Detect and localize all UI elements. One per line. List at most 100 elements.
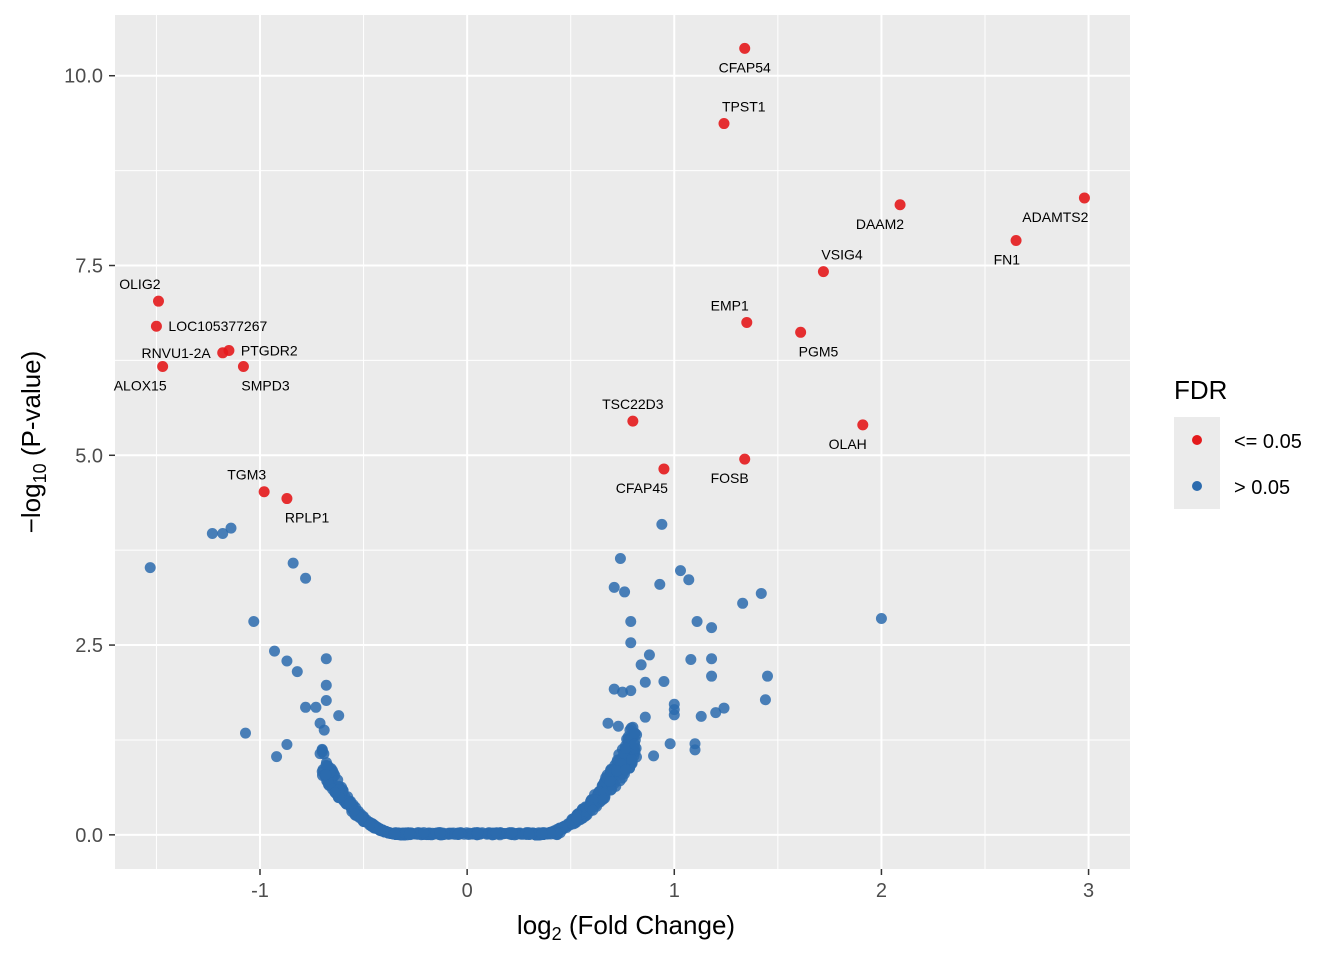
significant-point	[1010, 234, 1022, 246]
significant-point	[258, 486, 270, 498]
nonsignificant-point	[329, 787, 341, 799]
nonsignificant-point	[344, 797, 356, 809]
nonsignificant-point	[281, 655, 293, 667]
nonsignificant-point	[706, 653, 718, 665]
gene-labels: CFAP54 TPST1 ADAMTS2 DAAM2 FN1 VSIG4 OLIG2 EMP1…	[114, 59, 1089, 525]
significant-point	[741, 316, 753, 328]
x-tick-label: 0	[462, 880, 473, 902]
nonsignificant-point	[658, 675, 670, 687]
nonsignificant-point	[695, 710, 707, 722]
gene-label: PTGDR2	[241, 343, 298, 359]
legend-key-background	[1174, 417, 1220, 509]
x-tick-label: -1	[251, 880, 269, 902]
nonsignificant-point	[629, 738, 641, 750]
nonsignificant-point	[452, 828, 464, 840]
nonsignificant-point	[626, 753, 638, 765]
nonsignificant-point	[706, 670, 718, 682]
nonsignificant-point	[608, 581, 620, 593]
grid-lines	[115, 15, 1130, 869]
nonsignificant-point	[643, 649, 655, 661]
gene-label: TSC22D3	[602, 396, 664, 412]
nonsignificant-point	[612, 720, 624, 732]
nonsignificant-point	[320, 679, 332, 691]
nonsignificant-point	[654, 578, 666, 590]
significant-point	[157, 360, 169, 372]
y-tick-label: 10.0	[64, 66, 103, 88]
nonsignificant-point	[248, 616, 260, 628]
y-axis-ticks: 0.0 2.5 5.0 7.5 10.0	[64, 66, 115, 847]
y-axis-title-subscript: 10	[30, 463, 50, 483]
nonsignificant-point	[675, 565, 686, 577]
nonsignificant-point	[418, 827, 430, 839]
gene-label: RPLP1	[285, 510, 330, 526]
gene-label: LOC105377267	[168, 318, 267, 334]
nonsignificant-point	[225, 522, 237, 534]
nonsignificant-point	[597, 794, 609, 806]
nonsignificant-point	[545, 828, 557, 840]
nonsignificant-point	[300, 701, 312, 713]
nonsignificant-point	[269, 645, 280, 657]
legend-key-significant	[1192, 435, 1202, 445]
nonsignificant-point	[619, 586, 631, 598]
nonsignificant-point	[144, 562, 156, 574]
nonsignificant-point	[287, 557, 299, 569]
legend-title: FDR	[1174, 375, 1227, 405]
gene-label: FN1	[994, 251, 1021, 267]
nonsignificant-point	[536, 828, 548, 840]
significant-point	[658, 463, 670, 475]
nonsignificant-point	[685, 653, 697, 665]
nonsignificant-point	[706, 622, 718, 634]
gene-label: PGM5	[799, 343, 839, 359]
nonsignificant-point	[587, 804, 599, 816]
significant-point	[817, 266, 829, 278]
nonsignificant-point	[320, 653, 332, 665]
nonsignificant-point	[625, 637, 637, 649]
gene-label: VSIG4	[821, 247, 862, 263]
nonsignificant-point	[689, 744, 701, 756]
nonsignificant-point	[434, 827, 446, 839]
significant-point	[217, 347, 229, 359]
nonsignificant-point	[240, 727, 251, 739]
significant-point	[739, 453, 751, 465]
legend-label-significant: <= 0.05	[1234, 431, 1302, 453]
nonsignificant-point	[333, 710, 345, 722]
nonsignificant-point	[310, 701, 322, 713]
nonsignificant-points	[144, 518, 887, 763]
nonsignificant-point	[314, 748, 326, 760]
gene-label: TPST1	[722, 99, 766, 115]
x-axis-title-subscript: 2	[552, 924, 562, 944]
legend: FDR <= 0.05 > 0.05	[1174, 375, 1302, 509]
nonsignificant-point	[629, 727, 641, 739]
nonsignificant-point	[611, 765, 623, 777]
nonsignificant-point	[389, 828, 401, 840]
significant-point	[739, 42, 751, 54]
gene-label: SMPD3	[241, 377, 289, 393]
significant-point	[1078, 192, 1090, 204]
nonsignificant-point	[625, 685, 637, 697]
nonsignificant-point	[668, 709, 680, 721]
nonsignificant-point	[300, 572, 312, 584]
y-tick-label: 7.5	[75, 256, 103, 278]
nonsignificant-point	[363, 819, 375, 831]
nonsignificant-point	[322, 760, 334, 772]
nonsignificant-point	[506, 827, 518, 839]
nonsignificant-point	[291, 666, 303, 678]
nonsignificant-point	[875, 612, 887, 624]
nonsignificant-point	[755, 587, 767, 599]
significant-points	[150, 42, 1090, 505]
nonsignificant-point	[320, 769, 332, 781]
gene-label: OLIG2	[119, 276, 160, 292]
x-tick-label: 1	[669, 880, 680, 902]
legend-label-nonsignificant: > 0.05	[1234, 477, 1290, 499]
nonsignificant-point	[217, 527, 229, 539]
significant-point	[237, 360, 249, 372]
gene-label: RNVU1-2A	[141, 345, 211, 361]
y-tick-label: 2.5	[75, 635, 103, 657]
nonsignificant-point	[281, 739, 293, 751]
gene-label: CFAP54	[719, 59, 771, 75]
significant-point	[718, 118, 730, 130]
nonsignificant-point	[472, 827, 484, 839]
nonsignificant-point	[490, 827, 502, 839]
nonsignificant-point	[620, 742, 632, 754]
